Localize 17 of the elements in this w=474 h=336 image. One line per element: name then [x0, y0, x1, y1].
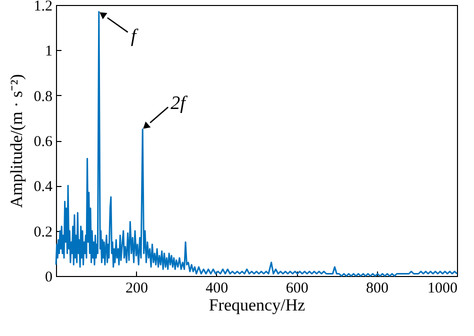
y-tick-label: 0.6 [34, 134, 53, 150]
y-tick-label: 1 [45, 44, 52, 60]
x-tick-label: 200 [125, 280, 148, 296]
y-tick-label: 0.8 [34, 88, 52, 105]
annotation: 2f [170, 93, 188, 114]
annotation: f [130, 26, 139, 47]
line-series [55, 11, 458, 277]
y-tick-label: 0.4 [34, 179, 53, 196]
x-axis-title: Frequency/Hz [208, 296, 306, 314]
y-tick-label: 0 [45, 270, 52, 286]
y-tick-label: 1.2 [34, 0, 52, 14]
y-tick-label: 0.2 [34, 224, 52, 240]
x-tick-label: 800 [366, 280, 389, 296]
y-axis-title: Amplitude/(m · s⁻²) [6, 74, 26, 208]
x-tick-label: 400 [206, 280, 228, 296]
x-tick-label: 1000 [428, 280, 458, 296]
x-tick-label: 600 [286, 280, 308, 296]
